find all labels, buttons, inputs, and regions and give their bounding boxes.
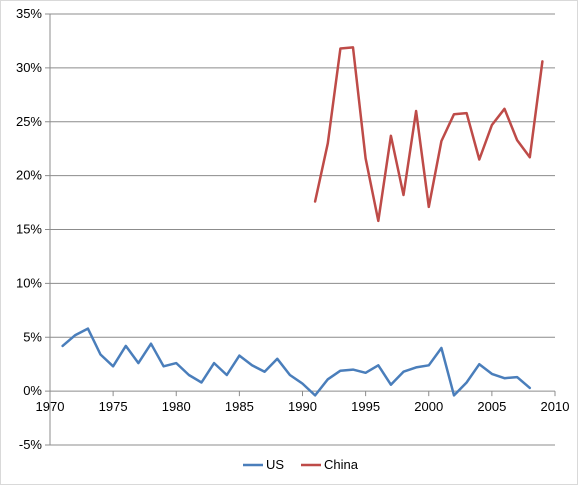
series-lines xyxy=(61,46,544,397)
x-tick-label: 2010 xyxy=(541,399,570,414)
legend-label-us: US xyxy=(266,457,284,472)
x-tick-label: 2005 xyxy=(477,399,506,414)
y-tick-label: 30% xyxy=(16,60,42,75)
x-tick-label: 1995 xyxy=(351,399,380,414)
grid-lines xyxy=(45,13,555,446)
x-axis xyxy=(49,390,556,397)
series-line-china xyxy=(313,46,544,223)
x-axis-tick-labels: 1970 1975 1980 1985 1990 1995 2000 2005 2010 xyxy=(36,399,570,414)
y-tick-label: 25% xyxy=(16,114,42,129)
x-tick-label: 1975 xyxy=(99,399,128,414)
y-tick-label: 20% xyxy=(16,168,42,183)
x-tick-label: 2000 xyxy=(414,399,443,414)
y-tick-label: 5% xyxy=(23,329,42,344)
legend: US China xyxy=(243,457,359,472)
y-tick-label: 15% xyxy=(16,222,42,237)
x-tick-label: 1985 xyxy=(225,399,254,414)
y-tick-label: 0% xyxy=(23,383,42,398)
y-tick-label: 35% xyxy=(16,6,42,21)
y-axis-tick-labels: -5% 0% 5% 10% 15% 20% 25% 30% 35% xyxy=(16,6,42,452)
x-tick-label: 1970 xyxy=(36,399,65,414)
legend-label-china: China xyxy=(324,457,359,472)
x-tick-label: 1990 xyxy=(288,399,317,414)
y-tick-label: 10% xyxy=(16,275,42,290)
series-line-us xyxy=(61,327,532,397)
y-tick-label: -5% xyxy=(19,437,43,452)
x-tick-label: 1980 xyxy=(162,399,191,414)
